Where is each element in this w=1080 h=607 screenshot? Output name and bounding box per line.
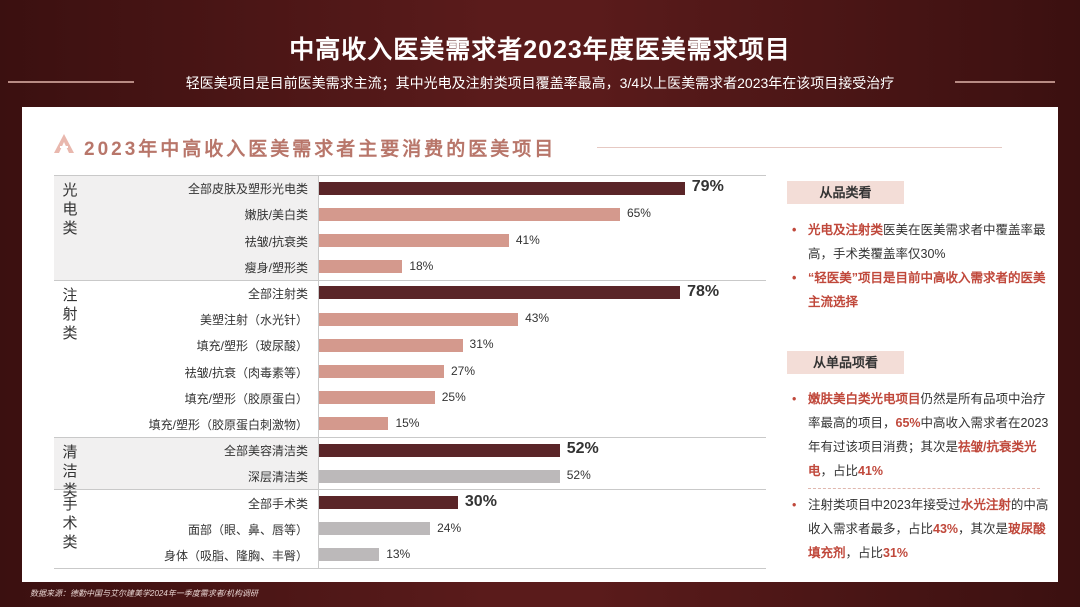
category-axis xyxy=(318,175,319,568)
insight-category-2: • “轻医美”项目是目前中高收入需求者的医美主流选择 xyxy=(792,266,1056,314)
group-separator xyxy=(54,437,766,438)
bar xyxy=(319,365,444,378)
group-label: 光电类 xyxy=(62,182,78,237)
bullet-icon: • xyxy=(792,392,797,406)
bar-value-label: 25% xyxy=(441,389,466,404)
tag-by-category: 从品类看 xyxy=(787,181,904,204)
category-label: 全部皮肤及塑形光电类 xyxy=(187,182,308,197)
insight-divider xyxy=(808,488,1040,490)
title-rule xyxy=(597,147,1002,148)
bullet-icon: • xyxy=(792,223,797,237)
bar-value-label: 43% xyxy=(525,311,550,326)
bar-value-label: 79% xyxy=(691,178,724,196)
bar-value-label: 15% xyxy=(395,415,420,430)
bar xyxy=(319,234,509,247)
group-background xyxy=(54,437,319,490)
bullet-icon: • xyxy=(792,271,797,285)
bar xyxy=(319,207,620,221)
bullet-icon: • xyxy=(792,498,797,512)
group-label: 注射类 xyxy=(62,286,78,342)
bar-value-label: 52% xyxy=(566,440,599,458)
bar xyxy=(319,391,435,405)
bar-value-label: 65% xyxy=(626,206,651,221)
category-label: 全部手术类 xyxy=(247,496,308,511)
bar-value-label: 41% xyxy=(515,232,540,247)
group-background xyxy=(54,175,319,280)
category-label: 祛皱/抗衰（肉毒素等） xyxy=(184,365,308,380)
category-label: 嫩肤/美白类 xyxy=(244,208,308,223)
bar xyxy=(319,286,681,300)
page-title: 中高收入医美需求者2023年度医美需求项目 xyxy=(289,36,791,64)
tag-by-item: 从单品项看 xyxy=(787,351,904,374)
bar-value-label: 27% xyxy=(451,363,476,378)
bar-value-label: 24% xyxy=(437,520,462,535)
group-separator xyxy=(54,568,766,569)
category-label: 身体（吸脂、隆胸、丰臀） xyxy=(163,548,308,563)
category-label: 填充/塑形（胶原蛋白刺激物） xyxy=(148,417,308,432)
category-label: 全部注射类 xyxy=(247,286,308,301)
bar xyxy=(319,260,403,274)
category-label: 填充/塑形（玻尿酸） xyxy=(196,339,308,354)
page-subtitle: 轻医美项目是目前医美需求主流；其中光电及注射类项目覆盖率最高，3/4以上医美需求… xyxy=(185,75,895,91)
category-label: 祛皱/抗衰类 xyxy=(244,234,308,249)
chart-title: 2023年中高收入医美需求者主要消费的医美项目 xyxy=(84,139,557,160)
bar xyxy=(319,181,685,195)
group-label: 清洁类 xyxy=(62,444,78,499)
category-label: 面部（眼、鼻、唇等） xyxy=(187,522,308,537)
bar xyxy=(319,548,380,562)
bar xyxy=(319,496,458,509)
category-label: 填充/塑形（胶原蛋白） xyxy=(184,391,308,406)
insight-item-1: • 嫩肤美白类光电项目仍然是所有品项中治疗率最高的项目，65%中高收入需求者在2… xyxy=(792,387,1056,483)
chart-panel: 2023年中高收入医美需求者主要消费的医美项目 光电类 全部皮肤及塑形光电类 79%… xyxy=(22,107,1058,582)
bar xyxy=(319,338,463,352)
group-label: 手术类 xyxy=(62,496,78,552)
bar xyxy=(319,522,431,536)
category-label: 全部美容清洁类 xyxy=(223,444,308,459)
bar xyxy=(319,443,560,457)
group-separator xyxy=(54,175,766,176)
group-separator xyxy=(54,489,766,491)
logo-icon xyxy=(54,134,74,153)
category-label: 美塑注射（水光针） xyxy=(199,313,308,328)
bar-value-label: 18% xyxy=(409,258,434,273)
subtitle-divider-left xyxy=(8,81,134,83)
bar xyxy=(319,417,389,431)
source-note: 数据来源：德勤中国与艾尔建美学2024年一季度需求者/机构调研 xyxy=(30,589,259,598)
bar-value-label: 13% xyxy=(386,546,411,561)
group-separator xyxy=(54,279,766,281)
bar-value-label: 52% xyxy=(566,468,591,483)
bar-value-label: 31% xyxy=(469,337,494,352)
bar xyxy=(319,312,519,326)
insight-category-1: • 光电及注射类医美在医美需求者中覆盖率最高，手术类覆盖率仅30% xyxy=(792,218,1056,266)
category-label: 瘦身/塑形类 xyxy=(244,260,308,275)
bar-value-label: 78% xyxy=(687,282,720,300)
insight-item-2: • 注射类项目中2023年接受过水光注射的中高收入需求者最多，占比43%，其次是… xyxy=(792,493,1056,565)
bar xyxy=(319,469,560,483)
subtitle-divider-right xyxy=(955,81,1055,83)
bar-value-label: 30% xyxy=(464,492,497,510)
category-label: 深层清洁类 xyxy=(247,470,308,485)
